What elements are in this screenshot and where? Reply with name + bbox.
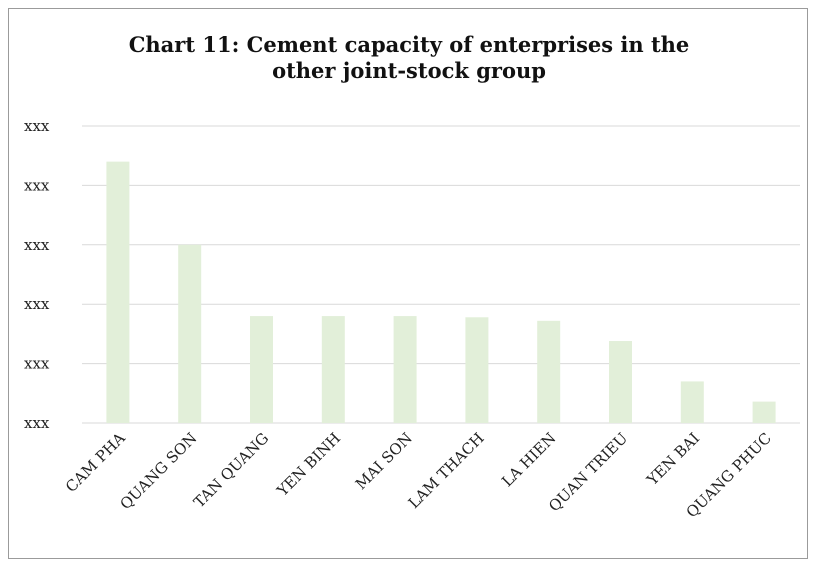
chart-title: Chart 11: Cement capacity of enterprises… xyxy=(0,32,818,84)
bar xyxy=(250,316,273,423)
y-tick-label: xxx xyxy=(24,355,50,373)
y-axis-tick-labels: xxx xxx xxx xxx xxx xxx xyxy=(24,117,50,432)
x-category-label: YEN BINH xyxy=(273,429,344,500)
chart-frame xyxy=(8,8,808,559)
x-category-label: MAI SON xyxy=(352,429,416,493)
x-category-label: LAM THACH xyxy=(405,429,488,512)
bar xyxy=(680,381,704,423)
bars xyxy=(106,161,776,423)
bar xyxy=(752,401,776,423)
x-category-label: LA HIEN xyxy=(498,429,559,490)
x-category-label: QUANG SON xyxy=(116,429,200,513)
bar xyxy=(178,244,202,423)
y-tick-label: xxx xyxy=(24,236,50,254)
y-tick-label: xxx xyxy=(24,295,50,313)
bar xyxy=(465,317,489,423)
bar xyxy=(537,320,561,423)
y-tick-label: xxx xyxy=(24,117,50,135)
chart-title-line-2: other joint-stock group xyxy=(272,58,546,83)
bar xyxy=(609,341,632,423)
x-category-label: YEN BAI xyxy=(643,429,704,490)
bar xyxy=(321,316,345,423)
bar xyxy=(393,316,417,423)
y-tick-label: xxx xyxy=(24,176,50,194)
x-category-label: CAM PHA xyxy=(62,429,129,496)
x-category-label: TAN QUANG xyxy=(190,429,272,511)
bar xyxy=(106,161,130,423)
y-tick-label: xxx xyxy=(24,414,50,432)
chart-title-line-1: Chart 11: Cement capacity of enterprises… xyxy=(128,32,690,57)
gridlines xyxy=(82,125,800,424)
